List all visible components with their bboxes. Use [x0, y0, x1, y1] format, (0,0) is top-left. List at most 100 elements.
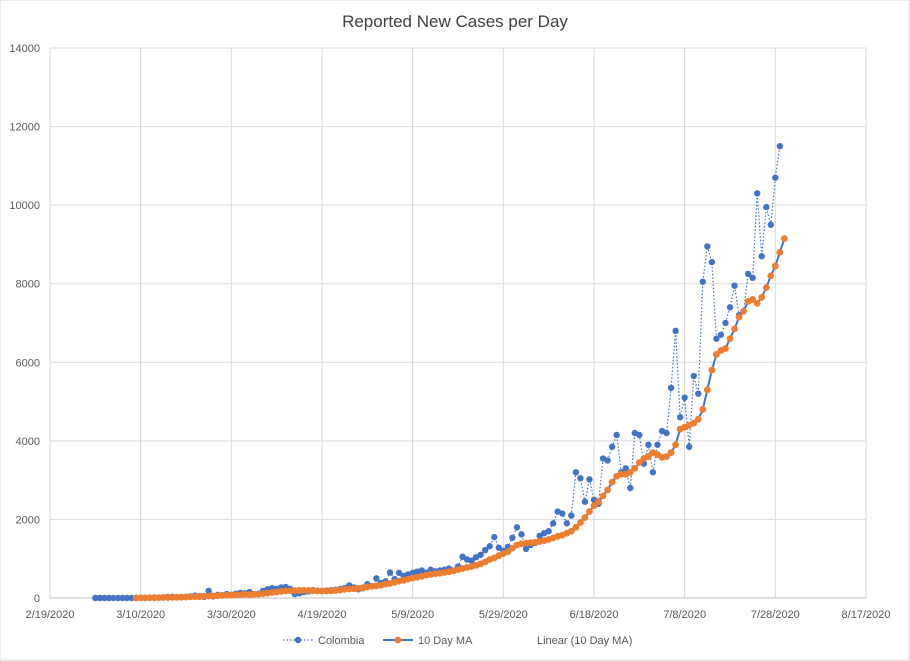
colombia-point	[491, 533, 498, 541]
series-layer	[92, 143, 788, 602]
colombia-point	[581, 498, 589, 505]
y-tick-label: 6000	[16, 357, 40, 369]
legend-ma-marker	[394, 636, 402, 644]
colombia-point	[726, 304, 734, 311]
colombia-point	[722, 319, 729, 327]
ma-point	[599, 492, 607, 500]
ma-point	[699, 406, 707, 413]
ma-point	[749, 296, 757, 303]
ma-point	[694, 415, 702, 423]
colombia-point	[509, 534, 516, 542]
colombia-point	[105, 594, 113, 602]
colombia-point	[119, 594, 126, 602]
colombia-point	[663, 429, 670, 437]
ma-point	[690, 419, 698, 427]
colombia-point	[486, 542, 493, 550]
legend[interactable]: Colombia 10 Day MA Linear (10 Day MA)	[283, 635, 632, 647]
x-tick-label: 3/10/2020	[116, 609, 165, 621]
ma-point	[722, 345, 729, 352]
y-tick-label: 10000	[9, 200, 40, 212]
colombia-point	[627, 484, 634, 492]
y-tick-label: 0	[34, 593, 40, 605]
y-tick-label: 2000	[16, 514, 40, 526]
ma-point	[572, 523, 580, 531]
colombia-point	[699, 278, 706, 285]
colombia-point	[717, 331, 725, 338]
ma-point	[604, 486, 611, 494]
colombia-point	[518, 531, 525, 538]
colombia-point	[477, 551, 484, 558]
colombia-point	[586, 476, 593, 483]
colombia-point	[608, 443, 616, 450]
x-tick-label: 2/19/2020	[26, 609, 75, 621]
colombia-point	[636, 431, 643, 439]
x-tick-label: 5/9/2020	[391, 609, 434, 621]
colombia-point	[395, 569, 403, 577]
colombia-point	[713, 335, 720, 342]
ma-point	[735, 313, 743, 321]
legend-colombia-marker	[294, 636, 302, 644]
colombia-point	[522, 545, 530, 553]
colombia-point	[690, 372, 697, 380]
chart-title: Reported New Cases per Day	[342, 12, 568, 31]
x-tick-label: 4/19/2020	[298, 609, 347, 621]
ma-point	[590, 502, 598, 510]
colombia-point	[205, 587, 212, 595]
colombia-point	[577, 474, 584, 482]
colombia-point	[767, 221, 774, 228]
colombia-point	[92, 594, 99, 602]
colombia-point	[676, 414, 684, 421]
x-tick-label: 3/30/2020	[207, 609, 256, 621]
colombia-point	[513, 524, 521, 531]
colombia-point	[373, 575, 380, 582]
colombia-point	[613, 431, 620, 439]
ma-point	[645, 453, 652, 460]
colombia-point	[645, 441, 652, 448]
grid-layer	[49, 47, 867, 599]
legend-linear-label: Linear (10 Day MA)	[537, 635, 632, 647]
colombia-point	[101, 594, 108, 602]
y-tick-label: 8000	[16, 279, 40, 291]
legend-colombia-label: Colombia	[318, 635, 365, 647]
colombia-point	[654, 441, 661, 448]
colombia-point	[681, 394, 688, 401]
colombia-point	[708, 258, 716, 266]
colombia-point	[744, 270, 752, 278]
x-tick-label: 7/8/2020	[663, 609, 706, 621]
ma-point	[631, 464, 639, 472]
ma-point	[713, 351, 720, 358]
ma-point	[577, 519, 584, 526]
ma-point	[703, 386, 711, 394]
colombia-point	[622, 465, 629, 472]
colombia-point	[649, 469, 657, 476]
colombia-point	[550, 520, 557, 527]
colombia-point	[695, 390, 702, 397]
ma-point	[781, 235, 788, 242]
ma-point	[740, 307, 747, 315]
colombia-point	[604, 457, 611, 464]
colombia-point	[572, 469, 580, 476]
x-tick-label: 7/28/2020	[751, 609, 800, 621]
ma-point	[595, 498, 602, 506]
ma-point	[771, 262, 779, 270]
x-tick-label: 6/18/2020	[570, 609, 619, 621]
colombia-point	[559, 510, 566, 517]
ma-point	[663, 453, 670, 460]
colombia-point	[468, 557, 475, 564]
colombia-point	[96, 594, 104, 602]
colombia-point	[754, 190, 761, 197]
ma-point	[672, 441, 679, 449]
colombia-point	[763, 203, 770, 211]
y-tick-label: 14000	[9, 43, 40, 55]
colombia-point	[776, 143, 784, 150]
ma-point	[581, 514, 589, 521]
colombia-point	[772, 174, 779, 181]
colombia-point	[568, 512, 575, 519]
ma-point	[753, 299, 761, 307]
colombia-point	[672, 327, 679, 335]
x-tick-label: 8/17/2020	[842, 609, 891, 621]
ma-point	[762, 284, 770, 292]
ma-point	[708, 366, 716, 374]
